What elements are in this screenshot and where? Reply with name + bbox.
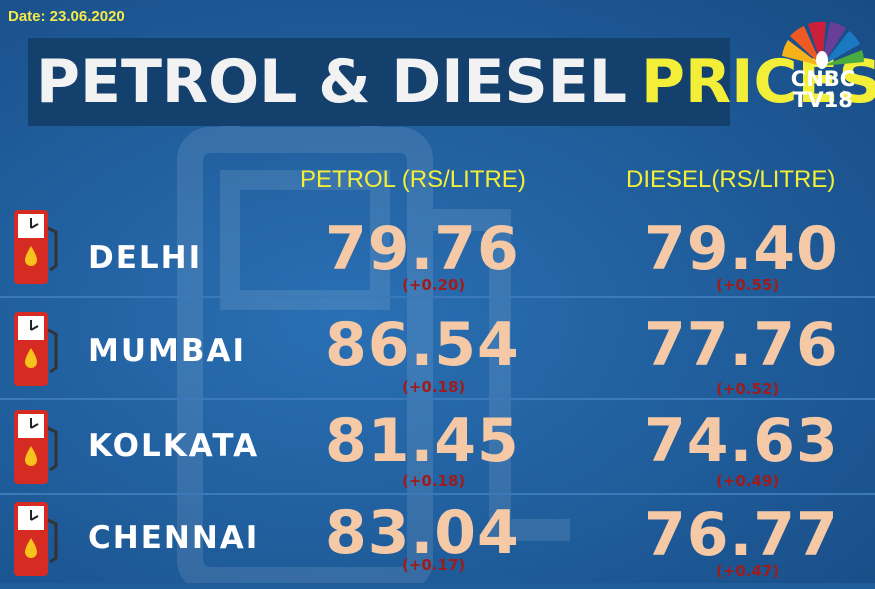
petrol-price: 81.45 bbox=[325, 406, 520, 476]
petrol-price: 86.54 bbox=[325, 310, 520, 380]
city-label: CHENNAI bbox=[88, 520, 260, 556]
title-part-1: PETROL & DIESEL bbox=[36, 47, 627, 117]
logo-tv18-text: TV18 bbox=[793, 88, 853, 112]
fuel-pump-icon bbox=[14, 410, 58, 484]
fuel-pump-icon bbox=[14, 502, 58, 576]
logo-cnbc-text: CNBC bbox=[790, 67, 856, 91]
row-divider bbox=[0, 398, 875, 400]
petrol-price: 79.76 bbox=[325, 214, 520, 284]
title-banner bbox=[28, 38, 730, 126]
petrol-column-header: PETROL (RS/LITRE) bbox=[300, 166, 526, 193]
row-divider bbox=[0, 493, 875, 495]
diesel-change: (+0.47) bbox=[716, 562, 780, 580]
fuel-pump-watermark-icon bbox=[177, 60, 570, 583]
fuel-pump-icon bbox=[14, 312, 58, 386]
petrol-price: 83.04 bbox=[325, 498, 520, 568]
petrol-change: (+0.18) bbox=[402, 472, 466, 490]
title-part-2: PRICES bbox=[640, 47, 875, 117]
page-title: PETROL & DIESEL PRICES bbox=[36, 42, 875, 122]
diesel-price: 74.63 bbox=[644, 406, 839, 476]
diesel-change: (+0.55) bbox=[716, 276, 780, 294]
date-label: Date: 23.06.2020 bbox=[8, 8, 125, 25]
fuel-pump-icon bbox=[14, 210, 58, 284]
city-label: DELHI bbox=[88, 240, 203, 276]
table-row: KOLKATA 81.45 (+0.18) 74.63 (+0.49) bbox=[0, 404, 875, 497]
table-row: MUMBAI 86.54 (+0.18) 77.76 (+0.52) bbox=[0, 306, 875, 399]
city-label: MUMBAI bbox=[88, 333, 247, 369]
peacock-icon bbox=[782, 21, 864, 69]
diesel-change: (+0.49) bbox=[716, 472, 780, 490]
petrol-change: (+0.17) bbox=[402, 556, 466, 574]
city-label: KOLKATA bbox=[88, 428, 260, 464]
diesel-column-header: DIESEL(RS/LITRE) bbox=[626, 166, 836, 193]
diesel-price: 79.40 bbox=[644, 214, 839, 284]
table-row: DELHI 79.76 (+0.20) 79.40 (+0.55) bbox=[0, 204, 875, 297]
petrol-change: (+0.20) bbox=[402, 276, 466, 294]
diesel-change: (+0.52) bbox=[716, 380, 780, 398]
diesel-price: 76.77 bbox=[644, 500, 839, 570]
table-row: CHENNAI 83.04 (+0.17) 76.77 (+0.47) bbox=[0, 496, 875, 589]
diesel-price: 77.76 bbox=[644, 310, 839, 380]
row-divider bbox=[0, 296, 875, 298]
petrol-change: (+0.18) bbox=[402, 378, 466, 396]
